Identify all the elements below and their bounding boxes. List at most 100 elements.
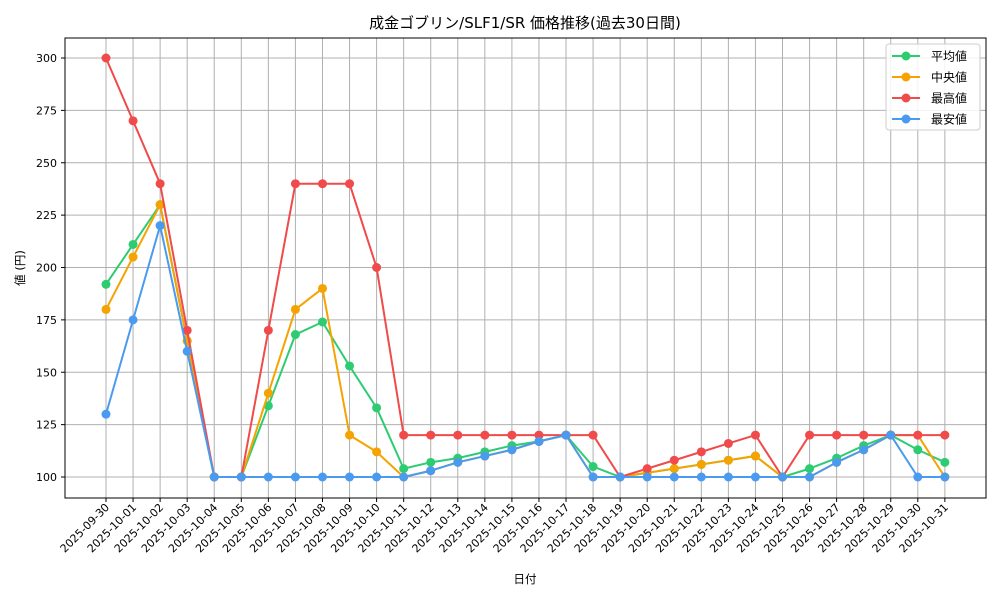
data-point [399,472,409,482]
legend-item: 最安値 [892,112,967,127]
legend-marker [901,114,911,124]
legend-marker [901,93,911,103]
data-point [399,464,409,474]
series-line [105,224,945,478]
data-point [345,361,355,371]
series-line [105,57,945,478]
data-point [805,472,815,482]
data-point [128,252,138,262]
data-point [832,457,842,467]
data-point [426,457,436,467]
legend-label: 最高値 [931,91,967,106]
data-point [940,430,950,440]
data-point [723,438,733,448]
data-point [426,430,436,440]
data-point [317,472,327,482]
data-point [101,279,111,289]
data-point [615,472,625,482]
y-tick-label: 100 [36,471,57,484]
data-point [723,455,733,465]
data-point [886,430,896,440]
y-tick-label: 125 [36,419,57,432]
data-point [155,221,165,231]
data-point [859,430,869,440]
data-point [236,472,246,482]
x-axis-label: 日付 [514,572,537,586]
y-axis-label: 値 (円) [13,250,27,286]
data-point [263,388,273,398]
series-line [105,203,946,478]
data-point [372,447,382,457]
series-lines [101,53,950,482]
data-point [290,472,300,482]
data-point [913,445,923,455]
legend-item: 平均値 [892,49,967,64]
legend-item: 最高値 [892,91,967,106]
data-point [750,451,760,461]
grid [65,38,986,498]
y-tick-label: 200 [36,262,57,275]
data-point [913,430,923,440]
data-point [696,459,706,469]
data-point [669,455,679,465]
data-point [480,451,490,461]
data-point [290,304,300,314]
series-0 [101,200,950,482]
series-2 [101,53,950,482]
data-point [750,472,760,482]
data-point [209,472,219,482]
data-point [805,464,815,474]
data-point [182,325,192,335]
x-axis: 2025-09-302025-10-012025-10-022025-10-03… [58,498,951,555]
y-tick-label: 250 [36,157,57,170]
data-point [155,179,165,189]
legend-marker [901,72,911,82]
series-3 [101,221,950,482]
data-point [588,462,598,472]
data-point [588,430,598,440]
data-point [507,445,517,455]
data-point [832,430,842,440]
data-point [453,457,463,467]
data-point [128,239,138,249]
data-point [263,401,273,411]
data-point [155,200,165,210]
data-point [101,409,111,419]
data-point [750,430,760,440]
data-point [534,430,544,440]
y-tick-label: 175 [36,314,57,327]
data-point [345,472,355,482]
data-point [426,466,436,476]
data-point [345,179,355,189]
y-axis: 100 125 150 175 200 225 250 275 300 [36,52,65,484]
data-point [696,472,706,482]
data-point [263,472,273,482]
data-point [642,464,652,474]
data-point [669,464,679,474]
series-line [105,203,946,478]
data-point [940,472,950,482]
data-point [128,116,138,126]
data-point [317,283,327,293]
data-point [507,430,517,440]
data-point [101,53,111,63]
data-point [561,430,571,440]
data-point [778,472,787,482]
data-point [263,325,273,335]
data-point [453,430,463,440]
data-point [940,457,950,467]
legend-box [885,43,981,131]
legend-label: 最安値 [931,112,967,127]
data-point [128,315,138,325]
data-point [345,430,355,440]
y-tick-label: 300 [36,52,57,65]
y-tick-label: 225 [36,209,57,222]
y-tick-label: 275 [36,104,57,117]
data-point [101,304,111,314]
data-point [669,472,679,482]
data-point [372,263,382,272]
data-point [290,330,300,340]
